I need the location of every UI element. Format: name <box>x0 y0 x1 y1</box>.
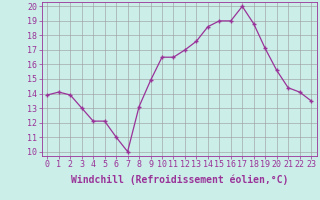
X-axis label: Windchill (Refroidissement éolien,°C): Windchill (Refroidissement éolien,°C) <box>70 175 288 185</box>
